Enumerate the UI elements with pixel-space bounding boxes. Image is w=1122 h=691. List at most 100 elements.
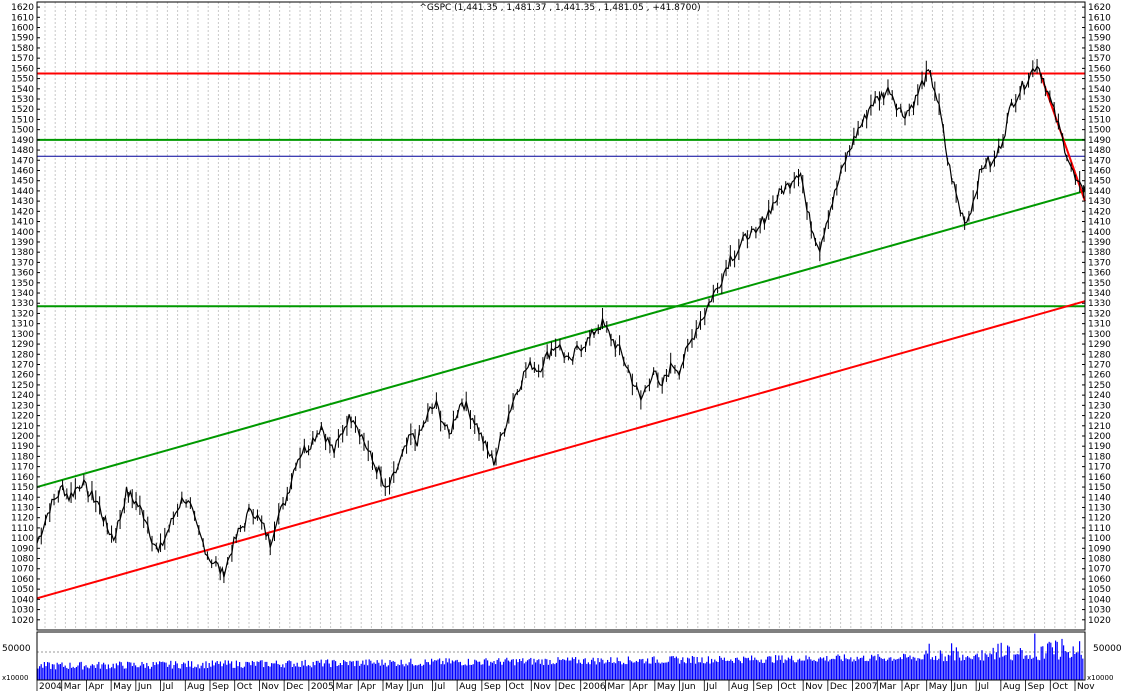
price-series: [36, 58, 1086, 584]
y-tick-label: 1470: [11, 156, 34, 166]
y-tick-label: 1050: [1088, 585, 1111, 595]
y-tick-label: 1170: [11, 463, 34, 473]
y-tick-label: 1060: [1088, 575, 1111, 585]
y-tick-label: 1200: [1088, 432, 1111, 442]
y-tick-label: 1200: [11, 432, 34, 442]
y-tick-label: 1020: [1088, 616, 1111, 626]
y-tick-label: 1440: [1088, 187, 1111, 197]
volume-bars: [37, 633, 1085, 680]
y-tick-label: 1120: [11, 514, 34, 524]
x-tick-label: Jul: [433, 682, 445, 691]
x-tick-label: May: [113, 682, 132, 691]
x-tick-label: Oct: [509, 682, 525, 691]
y-tick-label: 1090: [11, 544, 34, 554]
y-tick-label: 1080: [11, 555, 34, 565]
x-tick-label: Jun: [952, 682, 967, 691]
y-tick-label: 1250: [11, 381, 34, 391]
y-tick-label: 1300: [1088, 330, 1111, 340]
y-tick-label: 1550: [11, 75, 34, 85]
y-tick-label: 1340: [11, 289, 34, 299]
y-tick-label: 1450: [11, 177, 34, 187]
x-tick-label: Nov: [1077, 682, 1095, 691]
y-tick-label: 1380: [1088, 248, 1111, 258]
x-tick-label: May: [929, 682, 948, 691]
y-tick-label: 1530: [1088, 95, 1111, 105]
y-tick-label: 1340: [1088, 289, 1111, 299]
y-tick-label: 1270: [1088, 361, 1111, 371]
y-tick-label: 1020: [11, 616, 34, 626]
y-tick-label: 1280: [1088, 350, 1111, 360]
x-tick-label: Apr: [904, 682, 920, 691]
y-tick-label: 1580: [1088, 44, 1111, 54]
x-tick-label: Mar: [879, 682, 896, 691]
y-tick-label: 1500: [1088, 126, 1111, 136]
y-tick-label: 1180: [11, 452, 34, 462]
y-tick-label: 1190: [1088, 442, 1111, 452]
x-tick-label: Aug: [731, 682, 749, 691]
x-tick-label: Aug: [187, 682, 205, 691]
y-tick-label: 1310: [11, 320, 34, 330]
y-tick-label: 1130: [1088, 503, 1111, 513]
y-tick-label: 1360: [1088, 269, 1111, 279]
volume-frame: [36, 631, 1086, 681]
y-tick-label: 1510: [11, 115, 34, 125]
x-tick-label: Dec: [286, 682, 303, 691]
x-tick-label: May: [657, 682, 676, 691]
plot-frame: [36, 1, 1086, 631]
y-tick-label: 1540: [11, 85, 34, 95]
x-tick-label: Apr: [632, 682, 648, 691]
x-tick-label: Apr: [360, 682, 376, 691]
y-tick-label: 1140: [11, 493, 34, 503]
y-tick-label: 1500: [11, 126, 34, 136]
x-tick-label: Sep: [484, 682, 501, 691]
x-tick-label: Oct: [237, 682, 253, 691]
y-tick-label: 1100: [1088, 534, 1111, 544]
y-tick-label: 1310: [1088, 320, 1111, 330]
y-tick-label: 1230: [1088, 401, 1111, 411]
y-tick-label: 1150: [11, 483, 34, 493]
y-tick-label: 1390: [1088, 238, 1111, 248]
x-tick-label: Sep: [756, 682, 773, 691]
x-tick-label: Oct: [780, 682, 796, 691]
y-tick-label: 1570: [11, 54, 34, 64]
y-tick-label: 1520: [1088, 105, 1111, 115]
y-tick-label: 1360: [11, 269, 34, 279]
y-tick-label: 1300: [11, 330, 34, 340]
y-tick-label: 1110: [11, 524, 34, 534]
x-tick-label: 2005: [311, 682, 334, 691]
y-tick-label: 1040: [1088, 595, 1111, 605]
y-tick-label: 1600: [11, 24, 34, 34]
y-tick-label: 1050: [11, 585, 34, 595]
y-tick-label: 1510: [1088, 115, 1111, 125]
plot-background: [37, 2, 1085, 630]
y-tick-label: 1330: [1088, 299, 1111, 309]
x-tick-label: 2004: [39, 682, 62, 691]
y-tick-label: 1290: [11, 340, 34, 350]
y-tick-label: 1620: [11, 3, 34, 13]
volume-label-left: 50000: [2, 644, 31, 654]
y-axis-left: 1620161016001590158015701560155015401530…: [11, 3, 40, 626]
y-tick-label: 1410: [11, 218, 34, 228]
x-tick-label: Sep: [1028, 682, 1045, 691]
y-tick-label: 1490: [11, 136, 34, 146]
y-tick-label: 1420: [11, 207, 34, 217]
y-tick-label: 1610: [1088, 13, 1111, 23]
y-tick-label: 1190: [11, 442, 34, 452]
x-tick-label: Nov: [533, 682, 551, 691]
y-tick-label: 1400: [1088, 228, 1111, 238]
y-tick-label: 1070: [11, 565, 34, 575]
y-tick-label: 1370: [11, 258, 34, 268]
y-tick-label: 1480: [11, 146, 34, 156]
y-tick-label: 1110: [1088, 524, 1111, 534]
x-tick-label: Apr: [88, 682, 104, 691]
y-tick-label: 1580: [11, 44, 34, 54]
y-axis-right: 1620161016001590158015701560155015401530…: [1082, 3, 1111, 626]
y-tick-label: 1220: [1088, 412, 1111, 422]
y-tick-label: 1090: [1088, 544, 1111, 554]
x-tick-label: 2007: [855, 682, 878, 691]
x-tick-label: Jul: [705, 682, 717, 691]
y-tick-label: 1540: [1088, 85, 1111, 95]
y-tick-label: 1260: [1088, 371, 1111, 381]
y-tick-label: 1150: [1088, 483, 1111, 493]
y-tick-label: 1160: [1088, 473, 1111, 483]
